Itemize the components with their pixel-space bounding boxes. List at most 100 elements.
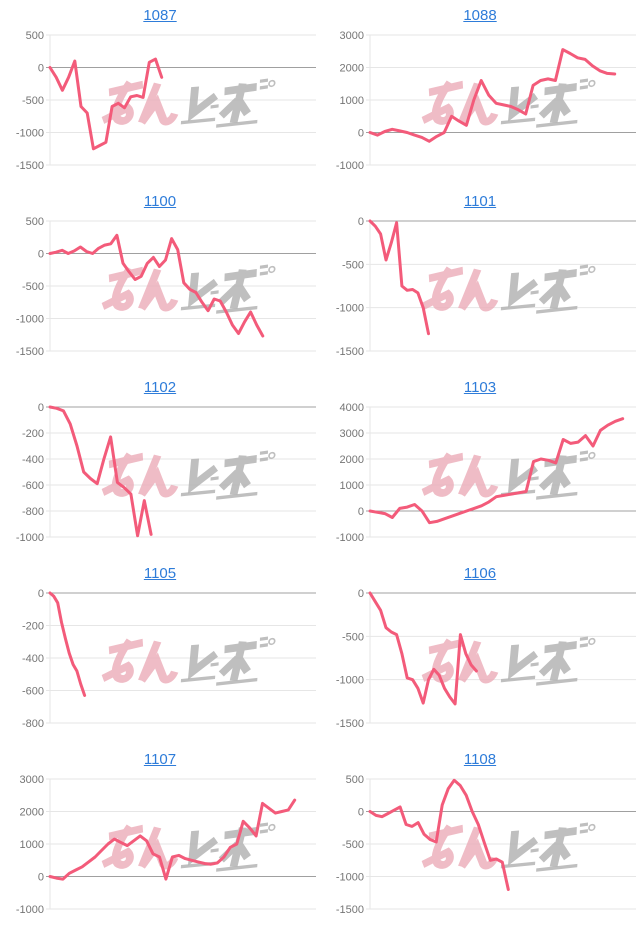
y-axis-tick-label: 3000 xyxy=(20,774,44,786)
line-chart-1107: 3000 2000 1000 0 -1000 xyxy=(16,774,316,916)
y-axis-tick-label: 0 xyxy=(38,249,44,261)
chart-title: 1108 xyxy=(320,744,640,773)
y-axis-tick-label: 1000 xyxy=(340,480,364,492)
line-chart-1087: 500 0 -500 -1000 -1500 xyxy=(16,30,316,172)
y-axis-tick-label: 3000 xyxy=(340,30,364,42)
chart-card-1105: 1105 0 -200 -400 -600 -800 xyxy=(0,558,320,744)
y-axis-tick-label: 0 xyxy=(38,402,44,414)
line-chart-1103: 4000 3000 2000 1000 0 -1000 xyxy=(336,402,636,544)
minrepo-watermark xyxy=(421,822,596,872)
series-line xyxy=(368,48,617,143)
y-axis-tick-label: 1000 xyxy=(20,839,44,851)
y-axis-tick-label: 0 xyxy=(358,216,364,228)
series-line xyxy=(368,417,625,525)
y-axis-tick-label: -1000 xyxy=(336,160,364,172)
chart-card-1102: 1102 0 -200 -400 -600 -800 -1000 xyxy=(0,372,320,558)
chart-card-1101: 1101 0 -500 -1000 -1500 xyxy=(320,186,640,372)
y-axis-tick-label: -500 xyxy=(342,259,364,271)
y-axis-tick-label: -1500 xyxy=(16,160,44,172)
chart-title: 1106 xyxy=(320,558,640,587)
y-axis-tick-label: 0 xyxy=(38,872,44,884)
chart-link-1101[interactable]: 1101 xyxy=(463,193,497,210)
chart-link-1107[interactable]: 1107 xyxy=(143,751,177,768)
chart-title: 1088 xyxy=(320,0,640,29)
chart-link-1087[interactable]: 1087 xyxy=(143,7,177,24)
y-axis-tick-label: -1000 xyxy=(16,128,44,140)
y-axis-tick-label: -400 xyxy=(22,653,44,665)
series-line xyxy=(48,591,87,697)
y-axis-tick-label: 2000 xyxy=(20,807,44,819)
line-chart-1105: 0 -200 -400 -600 -800 xyxy=(22,588,316,730)
y-axis-tick-label: 2000 xyxy=(340,63,364,75)
line-chart-1108: 500 0 -500 -1000 -1500 xyxy=(336,774,636,916)
y-axis-tick-label: 500 xyxy=(26,216,44,228)
chart-card-1108: 1108 500 0 -500 -1000 -1500 xyxy=(320,744,640,930)
chart-link-1103[interactable]: 1103 xyxy=(463,379,497,396)
line-chart-1088: 3000 2000 1000 0 -1000 xyxy=(336,30,636,172)
chart-card-1088: 1088 3000 2000 1000 0 -1000 xyxy=(320,0,640,186)
minrepo-watermark xyxy=(421,264,596,314)
y-axis-tick-label: -600 xyxy=(22,480,44,492)
chart-link-1105[interactable]: 1105 xyxy=(143,565,177,582)
line-chart-1106: 0 -500 -1000 -1500 xyxy=(336,588,636,730)
series-line xyxy=(48,405,153,538)
y-axis-tick-label: 3000 xyxy=(340,428,364,440)
minrepo-watermark xyxy=(101,78,276,128)
y-axis-tick-label: -1500 xyxy=(336,718,364,730)
y-axis-tick-label: -1000 xyxy=(336,872,364,884)
y-axis-tick-label: -500 xyxy=(22,281,44,293)
y-axis-tick-label: -1000 xyxy=(16,314,44,326)
y-axis-tick-label: 500 xyxy=(26,30,44,42)
minrepo-watermark xyxy=(421,78,596,128)
chart-title: 1100 xyxy=(0,186,320,215)
series-line xyxy=(48,798,297,881)
y-axis-tick-label: 0 xyxy=(38,588,44,600)
y-axis-tick-label: -500 xyxy=(342,839,364,851)
y-axis-tick-label: -1500 xyxy=(336,346,364,358)
line-chart-1101: 0 -500 -1000 -1500 xyxy=(336,216,636,358)
chart-link-1102[interactable]: 1102 xyxy=(143,379,177,396)
y-axis-tick-label: 0 xyxy=(358,588,364,600)
chart-title: 1101 xyxy=(320,186,640,215)
y-axis-tick-label: -200 xyxy=(22,428,44,440)
y-axis-tick-label: 0 xyxy=(358,807,364,819)
y-axis-tick-label: -1000 xyxy=(16,532,44,544)
y-axis-tick-label: -1500 xyxy=(336,904,364,916)
minrepo-watermark xyxy=(421,450,596,500)
chart-card-1100: 1100 500 0 -500 -1000 -1500 xyxy=(0,186,320,372)
chart-title: 1087 xyxy=(0,0,320,29)
y-axis-tick-label: -200 xyxy=(22,621,44,633)
y-axis-tick-label: -400 xyxy=(22,454,44,466)
y-axis-tick-label: 4000 xyxy=(340,402,364,414)
y-axis-tick-label: -600 xyxy=(22,686,44,698)
minrepo-watermark xyxy=(101,264,276,314)
series-line xyxy=(48,233,265,338)
chart-title: 1103 xyxy=(320,372,640,401)
minrepo-watermark xyxy=(101,450,276,500)
chart-card-1087: 1087 500 0 -500 -1000 -1500 xyxy=(0,0,320,186)
chart-title: 1107 xyxy=(0,744,320,773)
y-axis-tick-label: -1000 xyxy=(336,675,364,687)
y-axis-tick-label: -1000 xyxy=(336,532,364,544)
y-axis-tick-label: 2000 xyxy=(340,454,364,466)
y-axis-tick-label: -1000 xyxy=(336,303,364,315)
chart-link-1106[interactable]: 1106 xyxy=(463,565,497,582)
chart-link-1100[interactable]: 1100 xyxy=(143,193,177,210)
series-line xyxy=(368,219,430,336)
chart-link-1088[interactable]: 1088 xyxy=(463,7,497,24)
y-axis-tick-label: 500 xyxy=(346,774,364,786)
minrepo-watermark xyxy=(421,636,596,686)
y-axis-tick-label: -800 xyxy=(22,718,44,730)
chart-title: 1105 xyxy=(0,558,320,587)
chart-card-1103: 1103 4000 3000 2000 1000 0 -1000 xyxy=(320,372,640,558)
line-chart-1100: 500 0 -500 -1000 -1500 xyxy=(16,216,316,358)
y-axis-tick-label: 0 xyxy=(358,128,364,140)
y-axis-tick-label: 0 xyxy=(358,506,364,518)
y-axis-tick-label: -1000 xyxy=(16,904,44,916)
series-line xyxy=(368,778,510,891)
y-axis-tick-label: -500 xyxy=(22,95,44,107)
y-axis-tick-label: 0 xyxy=(38,63,44,75)
chart-link-1108[interactable]: 1108 xyxy=(463,751,497,768)
chart-card-1107: 1107 3000 2000 1000 0 -1000 xyxy=(0,744,320,930)
